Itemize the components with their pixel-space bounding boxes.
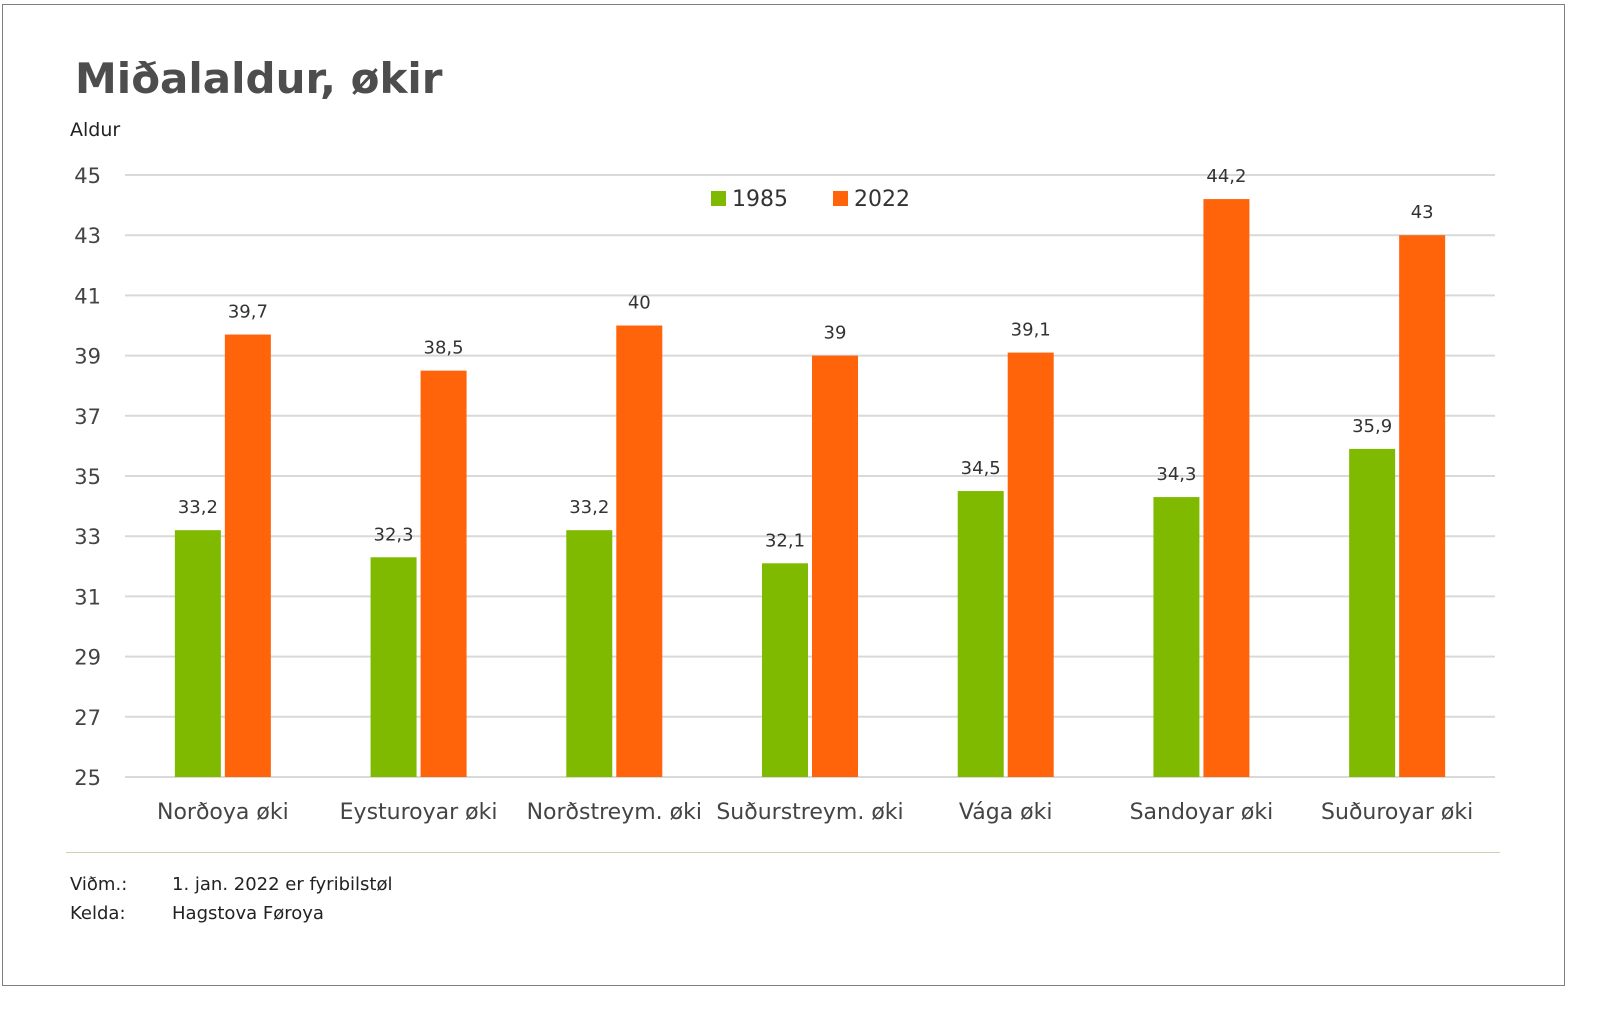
bar-2022: [420, 370, 467, 777]
data-label: 39,1: [1011, 320, 1051, 341]
category-label: Suðurstreym. øki: [716, 800, 903, 825]
bar-1985: [566, 530, 613, 777]
legend-label: 1985: [732, 187, 788, 212]
category-label: Sandoyar øki: [1130, 800, 1274, 825]
bar-2022: [812, 355, 858, 777]
bar-1985: [762, 563, 808, 777]
data-label: 38,5: [424, 338, 464, 359]
y-axis-label: Aldur: [70, 119, 121, 141]
data-label: 39,7: [228, 302, 268, 323]
bar-2022: [1203, 199, 1250, 777]
category-label: Eysturoyar øki: [340, 800, 498, 825]
bar-2022: [224, 334, 271, 777]
data-label: 32,3: [374, 524, 414, 545]
data-label: 34,3: [1156, 464, 1196, 485]
bar-2022: [1007, 352, 1054, 777]
legend-swatch-2022: [833, 191, 848, 206]
data-label: 33,2: [178, 497, 218, 518]
data-label: 39: [824, 323, 847, 344]
legend-label: 2022: [854, 187, 910, 212]
bar-1985: [957, 491, 1004, 777]
data-label: 44,2: [1206, 166, 1246, 187]
y-tick-label: 33: [74, 525, 101, 549]
source-text: Hagstova Føroya: [172, 903, 324, 924]
bar-2022: [1399, 235, 1446, 777]
y-tick-label: 27: [74, 706, 101, 730]
bar-1985: [1349, 448, 1396, 777]
category-label: Norðstreym. øki: [527, 800, 702, 825]
note-label: Viðm.:: [70, 874, 128, 895]
bar-1985: [370, 557, 417, 777]
chart-title: Miðalaldur, økir: [75, 54, 443, 103]
y-tick-label: 39: [74, 345, 101, 369]
y-tick-label: 25: [74, 766, 101, 790]
data-label: 34,5: [961, 458, 1001, 479]
note-text: 1. jan. 2022 er fyribilstøl: [172, 874, 393, 895]
y-tick-label: 37: [74, 405, 101, 429]
legend-swatch-1985: [711, 191, 726, 206]
category-label: Vága øki: [959, 800, 1053, 825]
data-label: 33,2: [569, 497, 609, 518]
source-label: Kelda:: [70, 903, 126, 924]
bar-2022: [616, 325, 663, 777]
y-tick-label: 29: [74, 646, 101, 670]
data-label: 40: [628, 293, 651, 314]
y-tick-label: 35: [74, 465, 101, 489]
data-label: 43: [1411, 202, 1434, 223]
data-label: 35,9: [1352, 416, 1392, 437]
y-tick-label: 41: [74, 284, 101, 308]
y-tick-label: 45: [74, 164, 101, 188]
bar-1985: [174, 530, 221, 777]
bar-1985: [1153, 497, 1200, 777]
y-tick-label: 31: [74, 585, 101, 609]
data-label: 32,1: [765, 530, 805, 551]
category-label: Suðuroyar øki: [1321, 800, 1473, 825]
category-label: Norðoya øki: [157, 800, 289, 825]
footer-divider: [66, 852, 1500, 853]
bar-chart: 25 27 29 31 33 35 37 39 41 43 45 33,2 39,7 Norðoya øk…: [74, 164, 1495, 825]
y-tick-label: 43: [74, 224, 101, 248]
